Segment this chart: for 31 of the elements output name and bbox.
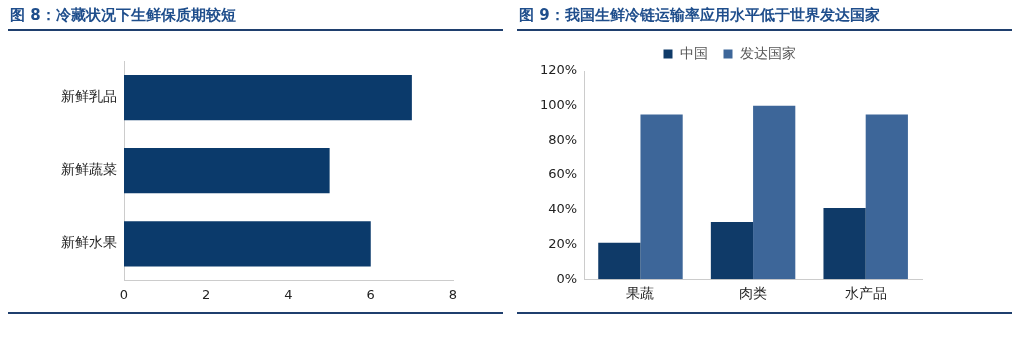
- y-tick-label: 40%: [548, 201, 578, 217]
- x-tick-label: 果蔬: [626, 285, 655, 302]
- bar: [865, 114, 908, 280]
- x-tick-label: 4: [284, 286, 293, 302]
- y-tick-label: 20%: [548, 235, 578, 251]
- y-tick-label: 0%: [556, 270, 578, 286]
- bar: [640, 114, 683, 280]
- bar: [753, 105, 796, 280]
- y-tick-label: 120%: [539, 62, 578, 78]
- legend-label: 发达国家: [739, 44, 796, 61]
- y-tick-label: 新鲜蔬菜: [61, 161, 117, 178]
- y-tick-label: 80%: [548, 131, 578, 147]
- bar: [124, 74, 412, 121]
- bar: [124, 148, 330, 194]
- chart-title: 图 9：我国生鲜冷链运输率应用水平低于世界发达国家: [517, 4, 1012, 31]
- x-tick-label: 水产品: [844, 285, 887, 302]
- y-tick-label: 60%: [548, 166, 578, 182]
- bar: [823, 208, 866, 280]
- bar: [598, 242, 641, 280]
- x-tick-label: 肉类: [739, 285, 768, 302]
- chart-title: 图 8：冷藏状况下生鲜保质期较短: [8, 4, 503, 31]
- y-tick-label: 100%: [539, 97, 578, 113]
- bar: [124, 221, 371, 267]
- y-tick-label: 新鲜水果: [61, 234, 117, 251]
- x-tick-label: 6: [366, 286, 375, 302]
- x-tick-label: 8: [448, 286, 458, 302]
- x-tick-label: 2: [202, 286, 211, 302]
- y-tick-label: 新鲜乳品: [61, 88, 117, 105]
- x-tick-label: 0: [119, 286, 129, 302]
- bar: [710, 221, 754, 280]
- legend-label: 中国: [679, 44, 708, 61]
